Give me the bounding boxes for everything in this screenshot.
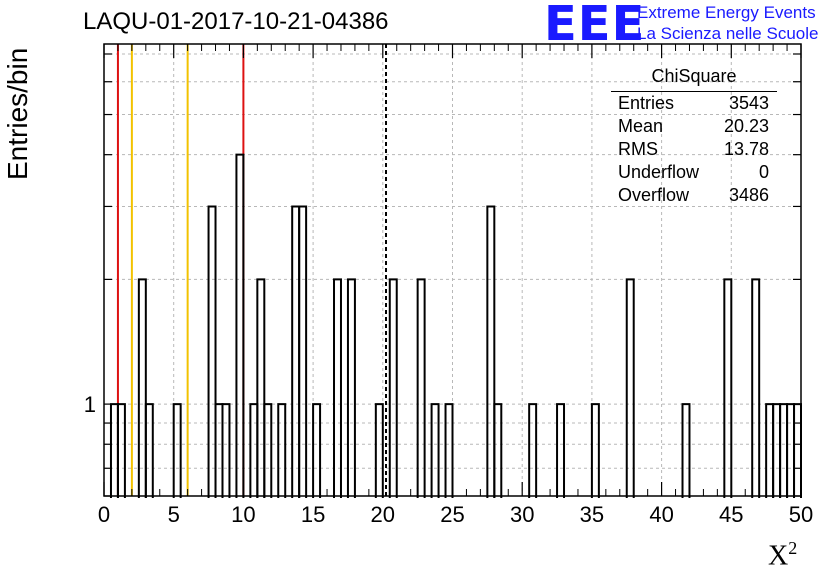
- x-tick-label: 20: [371, 502, 395, 527]
- histogram-bin: [235, 153, 245, 498]
- histogram-bin: [444, 403, 454, 498]
- histogram-bin: [793, 403, 802, 498]
- histogram-bin: [772, 403, 782, 498]
- histogram-bin: [765, 403, 775, 498]
- logo-line-1: Extreme Energy Events: [637, 3, 816, 22]
- stats-label: Underflow: [618, 162, 700, 182]
- x-tick-label: 5: [168, 502, 180, 527]
- x-tick-label: 10: [231, 502, 255, 527]
- x-tick-label: 30: [510, 502, 534, 527]
- stats-row-entries: Entries 3543: [611, 92, 777, 115]
- x-tick-label: 25: [440, 502, 464, 527]
- stats-value: 13.78: [723, 139, 769, 159]
- logo-line-2: La Scienza nelle Scuole: [637, 24, 819, 43]
- histogram-bin: [528, 403, 538, 498]
- histogram-bin: [298, 205, 308, 498]
- histogram-bin: [723, 278, 733, 498]
- x-tick-label: 40: [649, 502, 673, 527]
- histogram-bin: [374, 403, 384, 498]
- histogram-bin: [590, 403, 600, 498]
- histogram-bin: [172, 403, 182, 498]
- histogram-bin: [277, 403, 287, 498]
- histogram-bin: [493, 403, 503, 498]
- histogram-bin: [144, 403, 154, 498]
- stats-box: ChiSquare Entries 3543 Mean 20.23 RMS 13.78 Un…: [611, 66, 777, 207]
- stats-value: 3486: [728, 185, 769, 205]
- stats-row-mean: Mean 20.23: [611, 115, 777, 138]
- chart-title: LAQU-01-2017-10-21-04386: [83, 8, 389, 35]
- x-tick-label: 45: [719, 502, 743, 527]
- stats-row-underflow: Underflow 0: [611, 161, 777, 184]
- stats-label: Overflow: [618, 185, 690, 205]
- histogram-bin: [256, 278, 266, 498]
- stats-rows: Entries 3543 Mean 20.23 RMS 13.78 Underflow 0 Ov…: [611, 92, 777, 207]
- histogram-bin: [312, 403, 322, 498]
- histogram-bin: [486, 205, 496, 498]
- histogram-bin: [221, 403, 231, 498]
- stats-label: Entries: [618, 93, 675, 113]
- histogram-bin: [416, 278, 426, 498]
- histogram-bin: [109, 403, 119, 498]
- x-tick-label: 15: [301, 502, 325, 527]
- histogram-bin: [779, 403, 789, 498]
- x-tick-label: 50: [789, 502, 813, 527]
- stats-value: 3543: [728, 93, 769, 113]
- histogram-bin: [751, 278, 761, 498]
- histogram-bin: [214, 403, 224, 498]
- histogram-bin: [291, 205, 301, 498]
- histogram-bin: [137, 278, 147, 498]
- histogram-bin: [556, 403, 566, 498]
- histogram-bin: [625, 278, 635, 498]
- stats-label: Mean: [618, 116, 664, 136]
- x-tick-label: 0: [98, 502, 110, 527]
- stats-value: 20.23: [723, 116, 769, 136]
- x-tick-label: 35: [580, 502, 604, 527]
- histogram-bin: [388, 278, 398, 498]
- stats-label: RMS: [618, 139, 658, 159]
- histogram-bin: [207, 205, 217, 498]
- histogram-bin: [263, 403, 273, 498]
- histogram-bin: [116, 403, 126, 498]
- histogram-bin: [249, 403, 259, 498]
- histogram-bin: [681, 403, 691, 498]
- histogram-bin: [430, 403, 440, 498]
- histogram-bin: [346, 278, 356, 498]
- x-axis-label: X2: [768, 538, 798, 572]
- stats-row-rms: RMS 13.78: [611, 138, 777, 161]
- stats-row-overflow: Overflow 3486: [611, 184, 777, 207]
- stats-title: ChiSquare: [611, 66, 777, 92]
- y-tick-label: 1: [84, 392, 96, 417]
- stats-value: 0: [758, 162, 769, 182]
- histogram-bin: [333, 278, 342, 498]
- histogram-bin: [786, 403, 796, 498]
